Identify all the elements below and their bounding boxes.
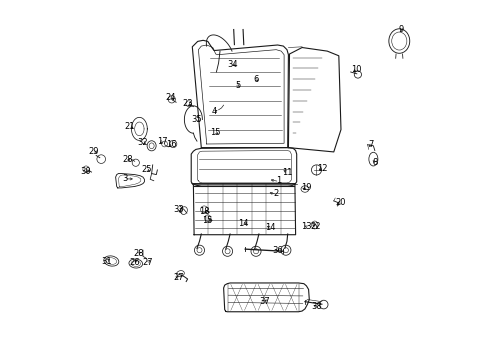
Text: 11: 11 — [281, 167, 292, 176]
Text: 28: 28 — [122, 154, 133, 163]
Text: 8: 8 — [371, 158, 377, 167]
Text: 26: 26 — [129, 258, 140, 266]
Text: 21: 21 — [124, 122, 135, 131]
Text: 12: 12 — [316, 164, 326, 173]
Text: 28: 28 — [133, 249, 143, 258]
Text: 1: 1 — [276, 176, 281, 185]
Text: 24: 24 — [165, 94, 176, 102]
Text: 31: 31 — [102, 256, 112, 265]
Text: 7: 7 — [368, 140, 373, 149]
Text: 3: 3 — [122, 174, 127, 183]
Text: 25: 25 — [141, 165, 151, 174]
Text: 15: 15 — [209, 128, 220, 137]
Text: 30: 30 — [80, 166, 90, 175]
Text: 16: 16 — [166, 140, 177, 149]
Text: 38: 38 — [310, 302, 321, 311]
Text: 33: 33 — [173, 205, 184, 214]
Text: 19: 19 — [301, 184, 311, 192]
Text: 13: 13 — [301, 222, 311, 231]
Text: 5: 5 — [235, 81, 240, 90]
Text: 2: 2 — [273, 189, 278, 198]
Text: 34: 34 — [227, 60, 238, 69]
Text: 17: 17 — [157, 136, 167, 145]
Text: 18: 18 — [199, 207, 209, 216]
Text: 32: 32 — [138, 138, 148, 147]
Text: 14: 14 — [264, 223, 275, 232]
Text: 10: 10 — [350, 65, 361, 74]
Text: 15: 15 — [202, 216, 213, 225]
Text: 20: 20 — [335, 198, 346, 207]
Text: 27: 27 — [142, 258, 153, 266]
Text: 35: 35 — [191, 115, 202, 124]
Text: 22: 22 — [310, 222, 321, 231]
Text: 14: 14 — [238, 219, 248, 228]
Text: 6: 6 — [253, 76, 258, 85]
Text: 29: 29 — [89, 148, 99, 156]
Text: 36: 36 — [272, 246, 283, 255]
Text: 9: 9 — [398, 25, 403, 34]
Text: 37: 37 — [258, 297, 269, 306]
Text: 23: 23 — [182, 99, 193, 108]
Text: 27: 27 — [173, 274, 184, 282]
Text: 4: 4 — [211, 107, 216, 116]
